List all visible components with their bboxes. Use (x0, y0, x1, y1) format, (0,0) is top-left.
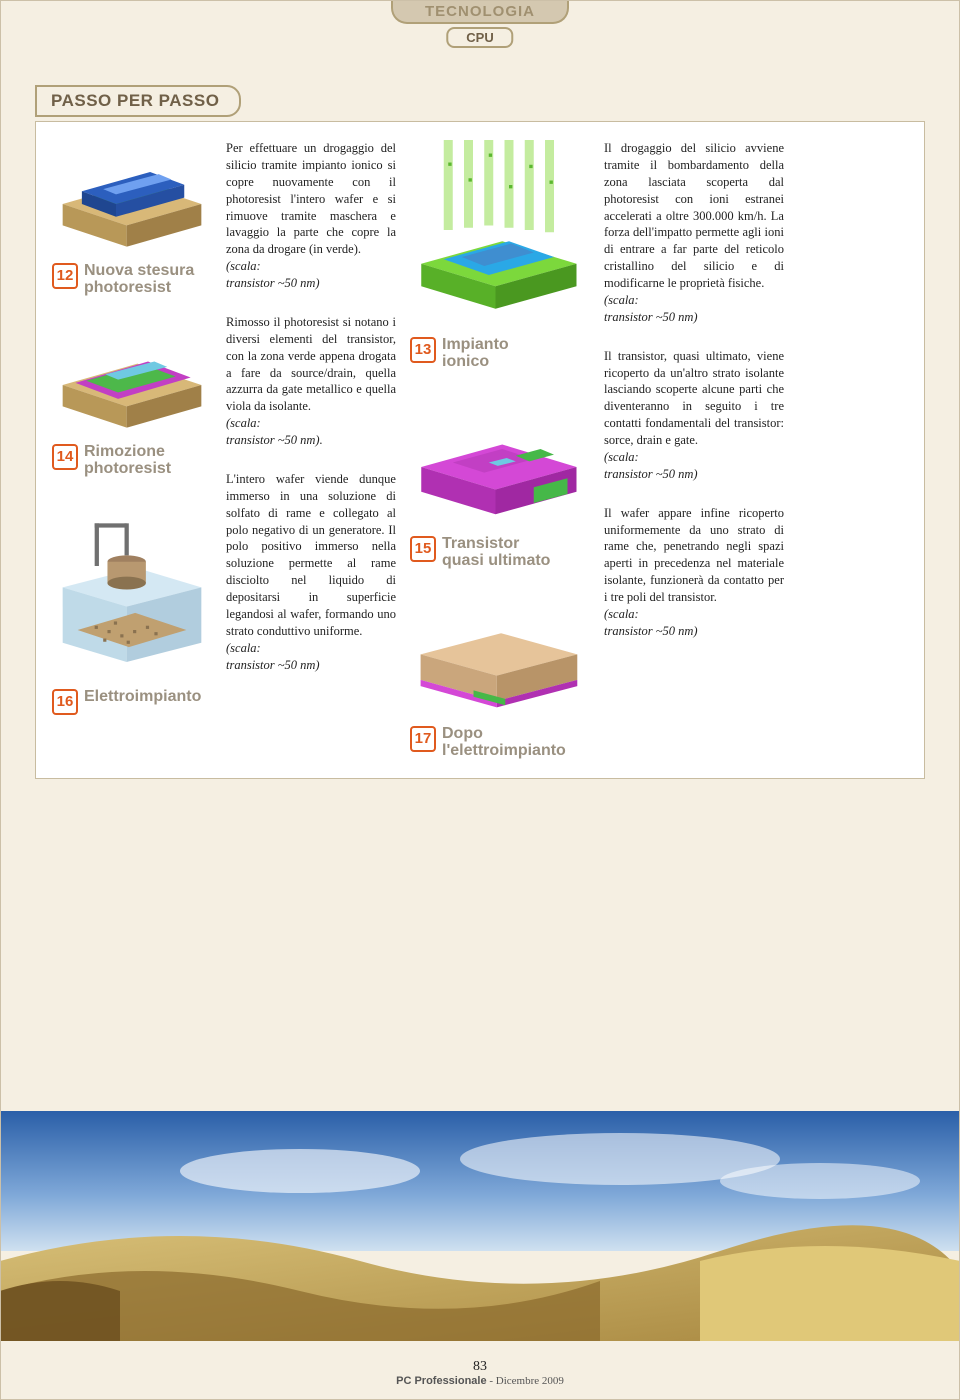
paragraph-15: Il transistor, quasi ultimato, viene ric… (604, 348, 784, 483)
step-12-title: Nuova stesuraphotoresist (84, 263, 194, 297)
paragraph-17: Il wafer appare infine ricoperto uniform… (604, 505, 784, 640)
step-12-image (52, 140, 212, 257)
step-13-image (410, 140, 590, 331)
step-17-number: 17 (410, 726, 436, 752)
paragraph-16: L'intero wafer viende dunque immerso in … (226, 471, 396, 674)
step-14-number: 14 (52, 444, 78, 470)
content-box: 12 Nuova stesuraphotoresist (35, 121, 925, 779)
column-text-b: Per effettuare un drogaggio del silicio … (226, 140, 396, 760)
paragraph-14: Rimosso il photoresist si notano i diver… (226, 314, 396, 449)
step-17: 17 Dopol'elettroimpianto (410, 593, 590, 760)
step-15-image (410, 395, 590, 530)
step-16-image (52, 502, 212, 683)
page-number: 83 (1, 1359, 959, 1375)
step-15-number: 15 (410, 536, 436, 562)
decorative-photo (1, 1111, 959, 1341)
step-13-number: 13 (410, 337, 436, 363)
step-16: 16 Elettroimpianto (52, 502, 212, 715)
column-steps-right: 13 Impiantoionico (410, 140, 590, 760)
step-16-title: Elettroimpianto (84, 689, 201, 706)
paragraph-12: Per effettuare un drogaggio del silicio … (226, 140, 396, 292)
step-13: 13 Impiantoionico (410, 140, 590, 371)
step-14: 14 Rimozionephotoresist (52, 321, 212, 478)
page-footer: 83 PC Professionale - Dicembre 2009 (1, 1359, 959, 1387)
magazine-credit: PC Professionale - Dicembre 2009 (396, 1375, 564, 1387)
column-steps-left: 12 Nuova stesuraphotoresist (52, 140, 212, 760)
step-15-title: Transistorquasi ultimato (442, 536, 550, 570)
header-subcategory: CPU (446, 27, 513, 48)
step-15: 15 Transistorquasi ultimato (410, 395, 590, 570)
step-12-number: 12 (52, 263, 78, 289)
step-17-title: Dopol'elettroimpianto (442, 726, 566, 760)
step-14-image (52, 321, 212, 438)
step-12: 12 Nuova stesuraphotoresist (52, 140, 212, 297)
header-category: TECNOLOGIA (391, 1, 569, 24)
paragraph-13: Il drogaggio del silicio avviene tramite… (604, 140, 784, 326)
page: TECNOLOGIA CPU PASSO PER PASSO (0, 0, 960, 1400)
section-title: PASSO PER PASSO (35, 85, 241, 117)
column-text-d: Il drogaggio del silicio avviene tramite… (604, 140, 784, 760)
step-13-title: Impiantoionico (442, 337, 509, 371)
step-14-title: Rimozionephotoresist (84, 444, 171, 478)
step-16-number: 16 (52, 689, 78, 715)
step-17-image (410, 593, 590, 720)
